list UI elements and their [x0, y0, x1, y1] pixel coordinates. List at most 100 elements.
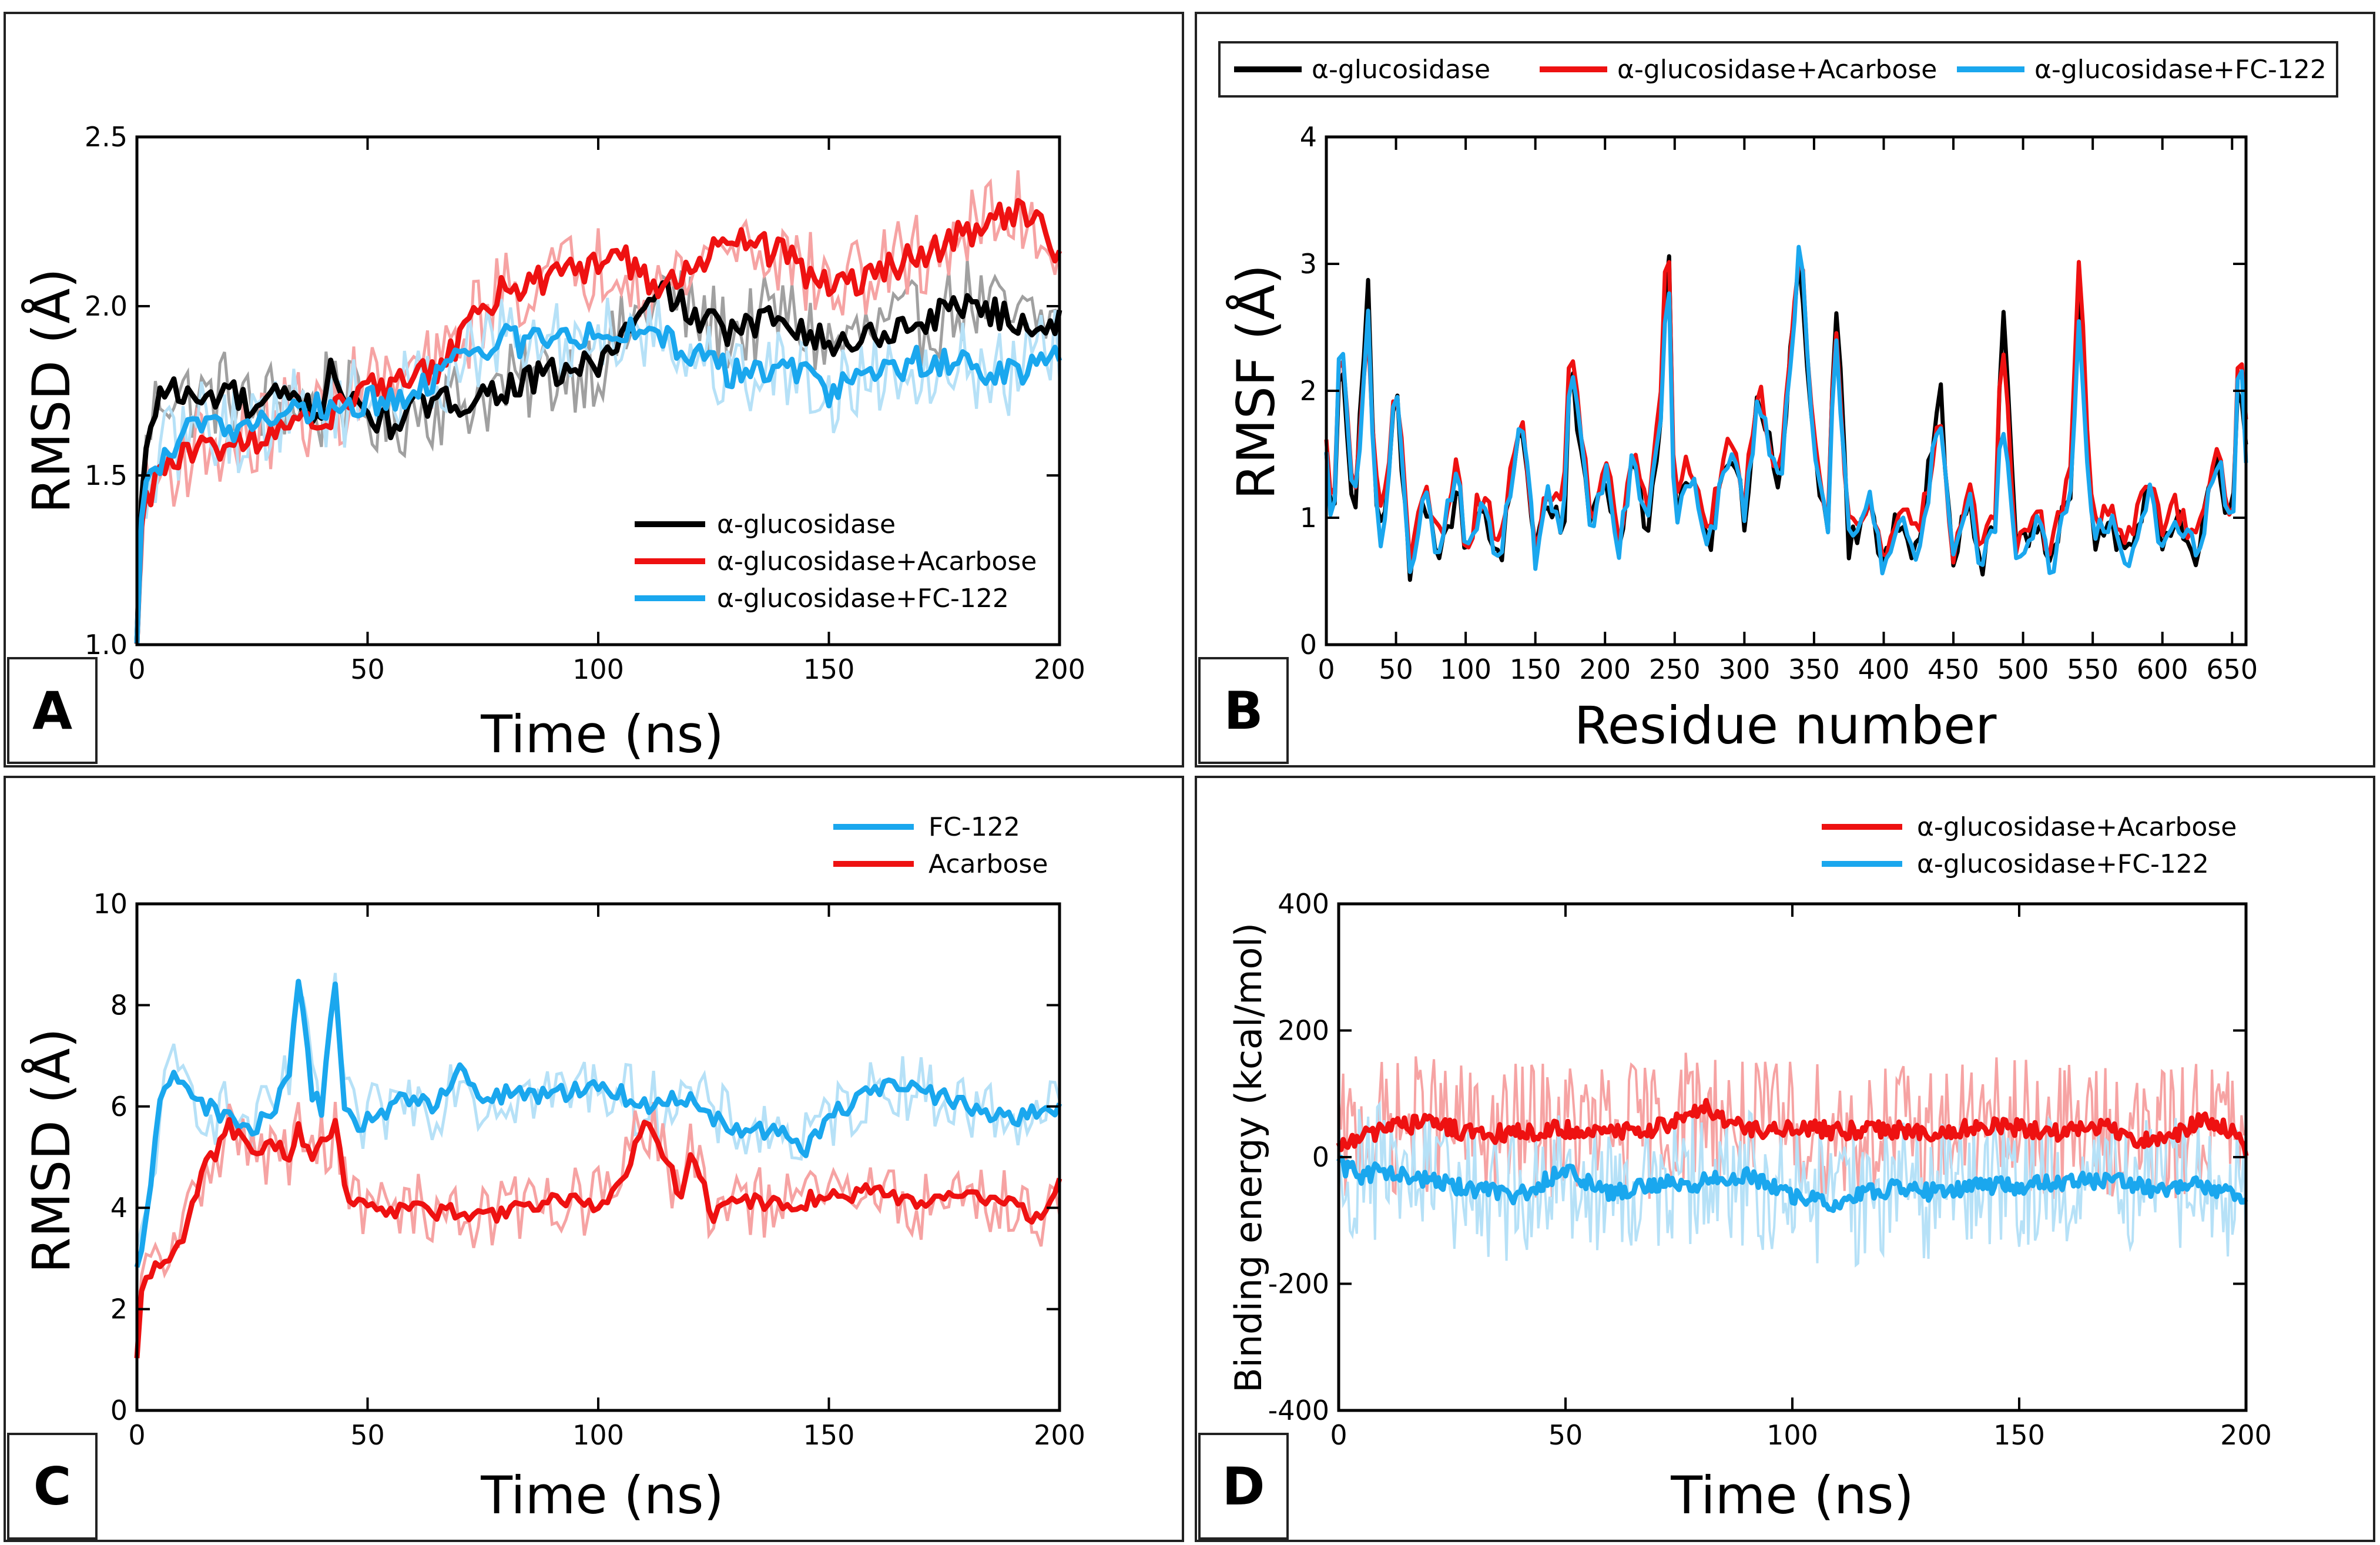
- x-tick-label-b-12: 600: [2137, 653, 2188, 685]
- series-noise-d-2: [1338, 1100, 2247, 1268]
- y-tick-label-c-0: 0: [110, 1395, 128, 1426]
- x-tick-label-b-9: 450: [1928, 653, 1979, 685]
- y-tick-label-a-3: 2.5: [85, 121, 128, 153]
- panel-d-frame: [1195, 776, 2375, 1542]
- panel-letter-a: A: [32, 681, 72, 741]
- legend-label-c-1: FC-122: [928, 812, 1020, 842]
- series-line-a-1: [134, 279, 1062, 644]
- x-axis-title-b: Residue number: [1574, 695, 1997, 756]
- panel-b-frame: [1195, 12, 2375, 768]
- panel-b: α-glucosidase α-glucosidase+Acarbose α-g…: [1198, 41, 2338, 764]
- legend-c: FC-122 Acarbose: [833, 812, 1048, 879]
- y-tick-label-c-5: 10: [93, 888, 128, 920]
- x-tick-label-c-3: 150: [803, 1419, 855, 1451]
- x-tick-label-b-2: 100: [1440, 653, 1491, 685]
- y-tick-label-c-4: 8: [110, 989, 128, 1021]
- series-line-c-1: [134, 978, 1062, 1268]
- x-tick-label-b-10: 500: [1997, 653, 2049, 685]
- legend-label-c-2: Acarbose: [928, 849, 1048, 879]
- y-tick-label-d-2: 0: [1312, 1141, 1329, 1173]
- x-tick-label-c-0: 0: [128, 1419, 145, 1451]
- x-tick-label-a-0: 0: [128, 653, 145, 685]
- x-tick-label-b-0: 0: [1318, 653, 1335, 685]
- y-tick-label-c-3: 6: [110, 1091, 128, 1122]
- x-tick-label-c-2: 100: [572, 1419, 624, 1451]
- y-tick-label-c-1: 2: [110, 1293, 128, 1325]
- legend-label-d-2: α-glucosidase+FC-122: [1917, 849, 2209, 879]
- x-tick-label-b-8: 400: [1858, 653, 1910, 685]
- y-tick-label-a-1: 1.5: [85, 460, 128, 491]
- panel-letter-box-a: [7, 657, 98, 764]
- legend-label-d-1: α-glucosidase+Acarbose: [1917, 812, 2237, 842]
- plot-area-a: 0 50 100 150 200 1.0 1.5 2.0 2.5: [85, 121, 1085, 685]
- x-tick-label-a-3: 150: [803, 653, 855, 685]
- panel-a: 0 50 100 150 200 1.0 1.5 2.0 2.5 Time (ns) RMSD …: [7, 121, 1085, 765]
- legend-d: α-glucosidase+Acarbose α-glucosidase+FC-…: [1822, 812, 2237, 879]
- y-axis-title-d: Binding energy (kcal/mol): [1227, 923, 1270, 1393]
- x-tick-label-c-4: 200: [1034, 1419, 1085, 1451]
- series-noise-c-2: [135, 1101, 1061, 1339]
- plot-area-c: 0 50 100 150 200 0 2 4 6 8 10: [93, 888, 1085, 1451]
- panel-letter-box-d: [1198, 1433, 1289, 1540]
- axes-frame-c: [135, 902, 1061, 1412]
- legend-label-b-2: α-glucosidase+Acarbose: [1617, 55, 1937, 85]
- series-line-b-3: [1324, 244, 2248, 575]
- x-tick-label-a-2: 100: [572, 653, 624, 685]
- series-line-c-2: [134, 1117, 1062, 1359]
- series-line-d-1: [1336, 1098, 2249, 1157]
- y-tick-label-a-2: 2.0: [85, 290, 128, 322]
- x-tick-label-b-5: 250: [1649, 653, 1701, 685]
- legend-label-a-1: α-glucosidase: [717, 510, 896, 539]
- panel-c-frame: [4, 776, 1184, 1542]
- legend-label-b-1: α-glucosidase: [1312, 55, 1490, 85]
- series-line-a-3: [134, 316, 1062, 644]
- x-tick-label-b-1: 50: [1379, 653, 1413, 685]
- x-axis-title-a: Time (ns): [480, 704, 724, 765]
- plot-area-b: 0 50 100 150 200 250 300 350 400 450 500 550 600 650 0…: [1300, 121, 2258, 685]
- panel-a-frame: [4, 12, 1184, 768]
- legend-label-a-2: α-glucosidase+Acarbose: [717, 547, 1037, 577]
- y-tick-label-d-3: 200: [1278, 1015, 1329, 1047]
- y-tick-label-b-1: 1: [1300, 502, 1317, 534]
- panel-c: FC-122 Acarbose 0 50 100 150 200 0 2 4 6 8 10 Time…: [7, 812, 1085, 1540]
- panel-letter-d: D: [1222, 1456, 1265, 1517]
- x-tick-label-a-1: 50: [350, 653, 385, 685]
- x-tick-label-d-3: 150: [1993, 1419, 2045, 1451]
- panel-letter-box-c: [7, 1433, 98, 1540]
- y-axis-title-c: RMSD (Å): [21, 1028, 82, 1273]
- y-tick-label-b-2: 2: [1300, 375, 1317, 407]
- x-axis-title-c: Time (ns): [480, 1465, 724, 1526]
- y-tick-label-d-4: 400: [1278, 888, 1329, 920]
- y-tick-label-d-0: -400: [1268, 1395, 1329, 1426]
- legend-box-b: [1218, 41, 2338, 98]
- y-axis-title-a: RMSD (Å): [21, 268, 82, 514]
- series-line-d-2: [1336, 1155, 2248, 1214]
- x-tick-label-c-1: 50: [350, 1419, 385, 1451]
- plot-area-d: 0 50 100 150 200 -400 -200 0 200 400: [1268, 888, 2272, 1451]
- panel-letter-box-b: [1198, 657, 1289, 764]
- panel-d: α-glucosidase+Acarbose α-glucosidase+FC-…: [1198, 812, 2272, 1540]
- x-tick-label-b-3: 150: [1510, 653, 1561, 685]
- x-tick-label-d-0: 0: [1330, 1419, 1347, 1451]
- x-tick-label-a-4: 200: [1034, 653, 1085, 685]
- y-tick-label-d-1: -200: [1268, 1268, 1329, 1300]
- x-axis-title-d: Time (ns): [1670, 1465, 1914, 1526]
- legend-label-a-3: α-glucosidase+FC-122: [717, 584, 1009, 614]
- x-tick-label-b-4: 200: [1579, 653, 1631, 685]
- x-tick-label-b-11: 550: [2067, 653, 2118, 685]
- x-tick-label-b-6: 300: [1718, 653, 1770, 685]
- x-tick-label-b-13: 650: [2206, 653, 2258, 685]
- series-line-a-2: [134, 197, 1062, 644]
- x-tick-label-d-2: 100: [1766, 1419, 1818, 1451]
- x-tick-label-d-1: 50: [1548, 1419, 1583, 1451]
- y-tick-label-a-0: 1.0: [85, 629, 128, 661]
- y-tick-label-b-3: 3: [1300, 248, 1317, 280]
- panel-letter-b: B: [1223, 681, 1263, 741]
- legend-b: α-glucosidase α-glucosidase+Acarbose α-g…: [1234, 55, 2327, 85]
- y-tick-label-b-4: 4: [1300, 121, 1317, 153]
- panel-letter-c: C: [33, 1456, 72, 1517]
- x-tick-label-b-7: 350: [1788, 653, 1840, 685]
- y-tick-label-c-2: 4: [110, 1192, 128, 1224]
- legend-label-b-3: α-glucosidase+FC-122: [2034, 55, 2327, 85]
